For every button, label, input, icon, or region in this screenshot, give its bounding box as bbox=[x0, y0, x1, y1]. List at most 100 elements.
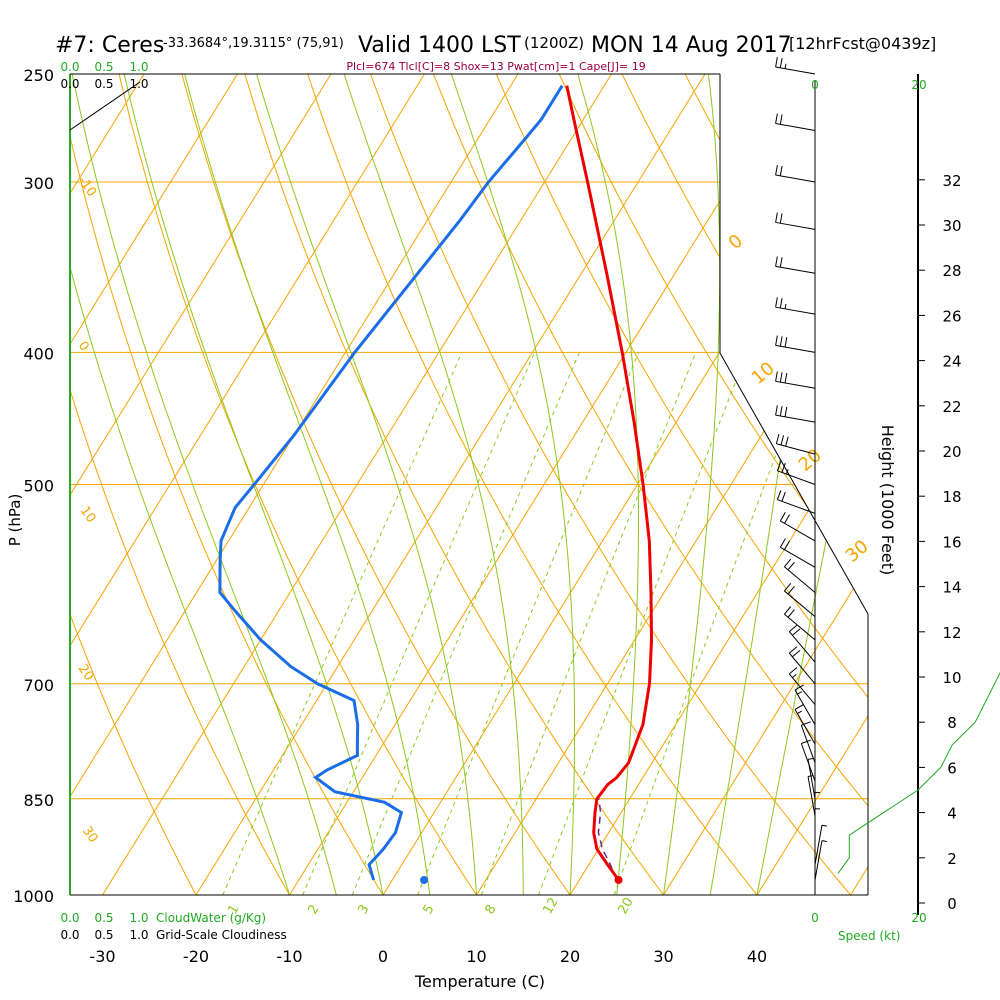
wind-barb-flag bbox=[779, 257, 783, 268]
valid-time: Valid 1400 LST bbox=[358, 33, 521, 58]
wind-barb-flag bbox=[779, 406, 783, 417]
wind-barb-flag bbox=[775, 371, 778, 382]
wind-barb-staff bbox=[814, 840, 823, 881]
wind-barb-flag bbox=[784, 337, 788, 348]
isotherm-label: 10 bbox=[77, 504, 99, 526]
temperature-line bbox=[565, 85, 654, 881]
wind-barb-flag bbox=[775, 256, 778, 267]
wind-barb-flag bbox=[775, 165, 778, 176]
wind-barb-flag bbox=[784, 373, 788, 384]
wind-barb-flag bbox=[775, 57, 778, 68]
wind-barb-flag bbox=[792, 649, 801, 658]
height-axis-title: Height (1000 Feet) bbox=[878, 425, 897, 576]
wind-barb bbox=[775, 256, 816, 274]
wind-barb-flag bbox=[783, 558, 792, 568]
temperature-tick-label: 0 bbox=[378, 947, 388, 966]
height-tick-label: 6 bbox=[947, 759, 957, 777]
wind-barb-staff bbox=[775, 123, 816, 131]
cloudiness-top-tick: 1.0 bbox=[129, 77, 148, 91]
wind-barb bbox=[794, 684, 816, 725]
wind-barb bbox=[800, 721, 816, 764]
cloudwater-top-tick: 0.5 bbox=[94, 60, 113, 74]
dry-adiabat bbox=[547, 74, 868, 895]
wind-barb-staff bbox=[807, 759, 816, 799]
wind-barb bbox=[775, 57, 816, 75]
cloudiness-top-tick: 0.5 bbox=[94, 77, 113, 91]
pressure-tick-label: 700 bbox=[23, 676, 54, 695]
wind-barb-flag bbox=[784, 540, 790, 550]
wind-barb-flag bbox=[779, 538, 786, 548]
height-speed-panel: 0246810121416182022242628303202040600204… bbox=[811, 74, 1000, 925]
mixing-ratio-line bbox=[538, 352, 748, 895]
mixing-ratio-line bbox=[351, 352, 580, 895]
wind-barb bbox=[779, 538, 816, 568]
moist-adiabat bbox=[343, 74, 524, 895]
wind-barb-half-flag bbox=[797, 710, 802, 714]
background-grid bbox=[70, 74, 868, 895]
theta-label: 0 bbox=[725, 230, 747, 253]
isotherm bbox=[663, 74, 868, 895]
temperature-tick-label: 20 bbox=[560, 947, 580, 966]
wind-barb-staff bbox=[775, 221, 816, 230]
height-tick-label: 32 bbox=[942, 172, 961, 190]
wind-barb-staff bbox=[800, 725, 816, 764]
cloudiness-bottom-tick: 0.0 bbox=[60, 928, 79, 942]
wind-barb-staff bbox=[775, 380, 816, 389]
wind-barb bbox=[775, 113, 816, 131]
wind-barb bbox=[783, 582, 816, 618]
moist-adiabat bbox=[577, 74, 639, 895]
speed-bottom-tick: 0 bbox=[811, 911, 819, 925]
dry-adiabat bbox=[70, 74, 212, 895]
wind-barb-half-flag bbox=[792, 673, 797, 678]
mixing-ratio-label: 5 bbox=[420, 902, 437, 917]
wind-barb-flag bbox=[775, 405, 778, 416]
wind-barb-staff bbox=[784, 613, 816, 641]
wind-barbs bbox=[775, 57, 827, 881]
wind-barb bbox=[775, 371, 816, 389]
wind-barb-flag bbox=[780, 435, 785, 446]
wind-barb bbox=[775, 335, 816, 353]
dry-adiabat bbox=[361, 74, 868, 895]
wind-barb-flag bbox=[783, 582, 792, 592]
height-tick-label: 22 bbox=[942, 398, 961, 416]
dry-adiabat bbox=[485, 74, 868, 895]
cloudiness-line bbox=[69, 81, 141, 131]
wind-barb-staff bbox=[794, 689, 816, 725]
temperature-tick-label: 40 bbox=[747, 947, 767, 966]
temperature-tick-label: -10 bbox=[276, 947, 302, 966]
moist-adiabat bbox=[70, 74, 290, 895]
wind-barb-staff bbox=[814, 825, 823, 865]
wind-barb-flag bbox=[801, 739, 811, 744]
utc-time: (1200Z) bbox=[524, 34, 584, 52]
dry-adiabat bbox=[174, 74, 592, 895]
wind-barb-flag bbox=[775, 433, 780, 444]
mixing-ratio-label: 3 bbox=[355, 902, 372, 917]
wind-barb-flag bbox=[781, 462, 786, 473]
moist-adiabat bbox=[756, 74, 868, 895]
mixing-ratio-line bbox=[222, 352, 463, 895]
wind-barb bbox=[775, 165, 816, 183]
pressure-tick-label: 400 bbox=[23, 344, 54, 363]
wind-barb-flag bbox=[779, 213, 783, 224]
height-tick-label: 10 bbox=[942, 669, 961, 687]
mixing-ratio-line bbox=[613, 352, 816, 895]
cloudwater-bottom-tick: 0.0 bbox=[60, 911, 79, 925]
wind-barb-flag bbox=[784, 406, 788, 417]
wind-barb-flag bbox=[775, 113, 778, 124]
grid-clip bbox=[70, 74, 868, 895]
speed-bottom-tick: 20 bbox=[911, 911, 926, 925]
isotherm bbox=[476, 74, 868, 895]
wind-barb-flag bbox=[792, 628, 801, 636]
series bbox=[218, 84, 654, 885]
y-axis-title: P (hPa) bbox=[6, 494, 24, 547]
height-tick-label: 18 bbox=[942, 488, 961, 506]
dry-adiabat bbox=[423, 74, 868, 895]
wind-barb bbox=[807, 757, 816, 799]
height-tick-label: 20 bbox=[942, 443, 961, 461]
wind-barb bbox=[776, 490, 816, 514]
wind-barb-flag bbox=[787, 609, 795, 618]
isotherm bbox=[70, 74, 238, 895]
wind-barb bbox=[788, 646, 816, 685]
wind-barb-flag bbox=[781, 491, 786, 502]
